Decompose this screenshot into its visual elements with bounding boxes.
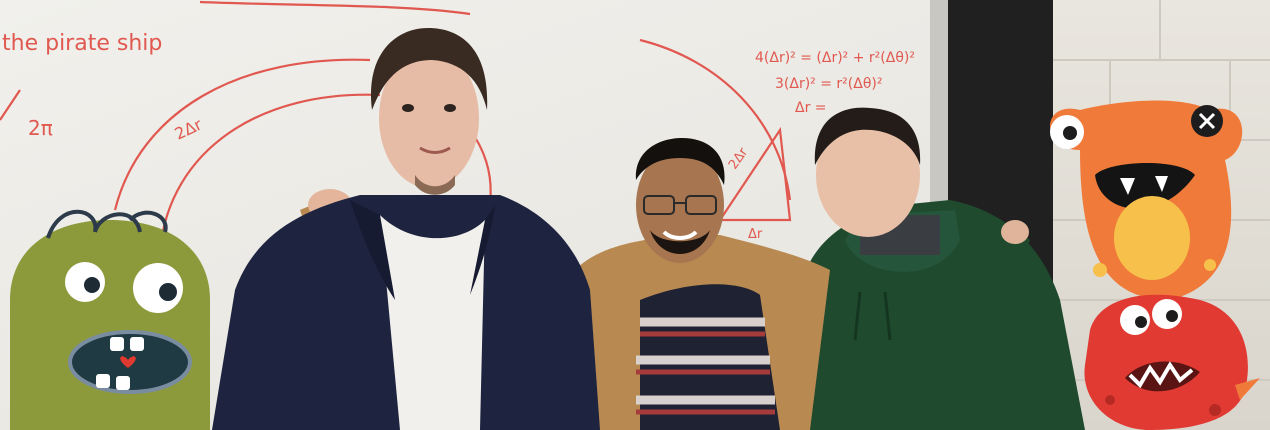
whiteboard-note-2pi: 2π bbox=[28, 116, 53, 140]
person-left bbox=[212, 28, 600, 430]
green-monster-sticker bbox=[10, 209, 210, 430]
red-monster-sticker bbox=[1084, 294, 1260, 430]
heart-icon bbox=[120, 356, 136, 368]
person-right bbox=[790, 107, 1085, 430]
person-center bbox=[300, 138, 830, 430]
whiteboard-equation-1: 4(Δr)² = (Δr)² + r²(Δθ)² bbox=[755, 50, 915, 66]
whiteboard-frame bbox=[930, 0, 948, 260]
whiteboard-note-base: Δr bbox=[748, 227, 763, 242]
whiteboard-equation-3: Δr = bbox=[795, 100, 827, 116]
orange-monster-sticker bbox=[1050, 100, 1243, 300]
whiteboard-heading: the pirate ship bbox=[2, 31, 162, 56]
whiteboard-equation-2: 3(Δr)² = r²(Δθ)² bbox=[775, 76, 882, 92]
